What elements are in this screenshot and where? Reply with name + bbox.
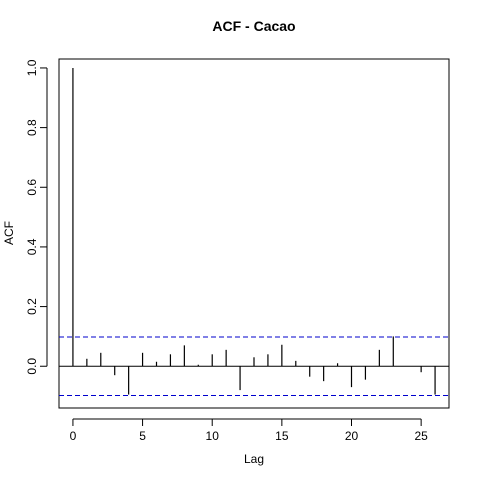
y-tick-label: 0.0 xyxy=(25,358,39,375)
x-tick-label: 25 xyxy=(414,429,428,443)
x-axis-label: Lag xyxy=(244,452,264,466)
chart-title: ACF - Cacao xyxy=(212,18,295,34)
confidence-bands xyxy=(59,336,449,396)
y-tick-label: 0.6 xyxy=(25,179,39,196)
x-tick-label: 15 xyxy=(275,429,289,443)
y-tick-label: 0.8 xyxy=(25,119,39,136)
y-tick-label: 1.0 xyxy=(25,59,39,76)
x-axis: 0 5 10 15 20 25 xyxy=(70,418,428,443)
y-tick-label: 0.2 xyxy=(25,298,39,315)
y-axis-label: ACF xyxy=(2,221,16,245)
y-tick-label: 0.4 xyxy=(25,238,39,255)
x-tick-label: 20 xyxy=(345,429,359,443)
y-axis: 0.0 0.2 0.4 0.6 0.8 1.0 xyxy=(25,59,48,375)
x-tick-label: 10 xyxy=(206,429,220,443)
x-tick-label: 0 xyxy=(70,429,77,443)
acf-bars xyxy=(72,67,436,395)
plot-frame xyxy=(58,58,450,409)
x-tick-label: 5 xyxy=(139,429,146,443)
